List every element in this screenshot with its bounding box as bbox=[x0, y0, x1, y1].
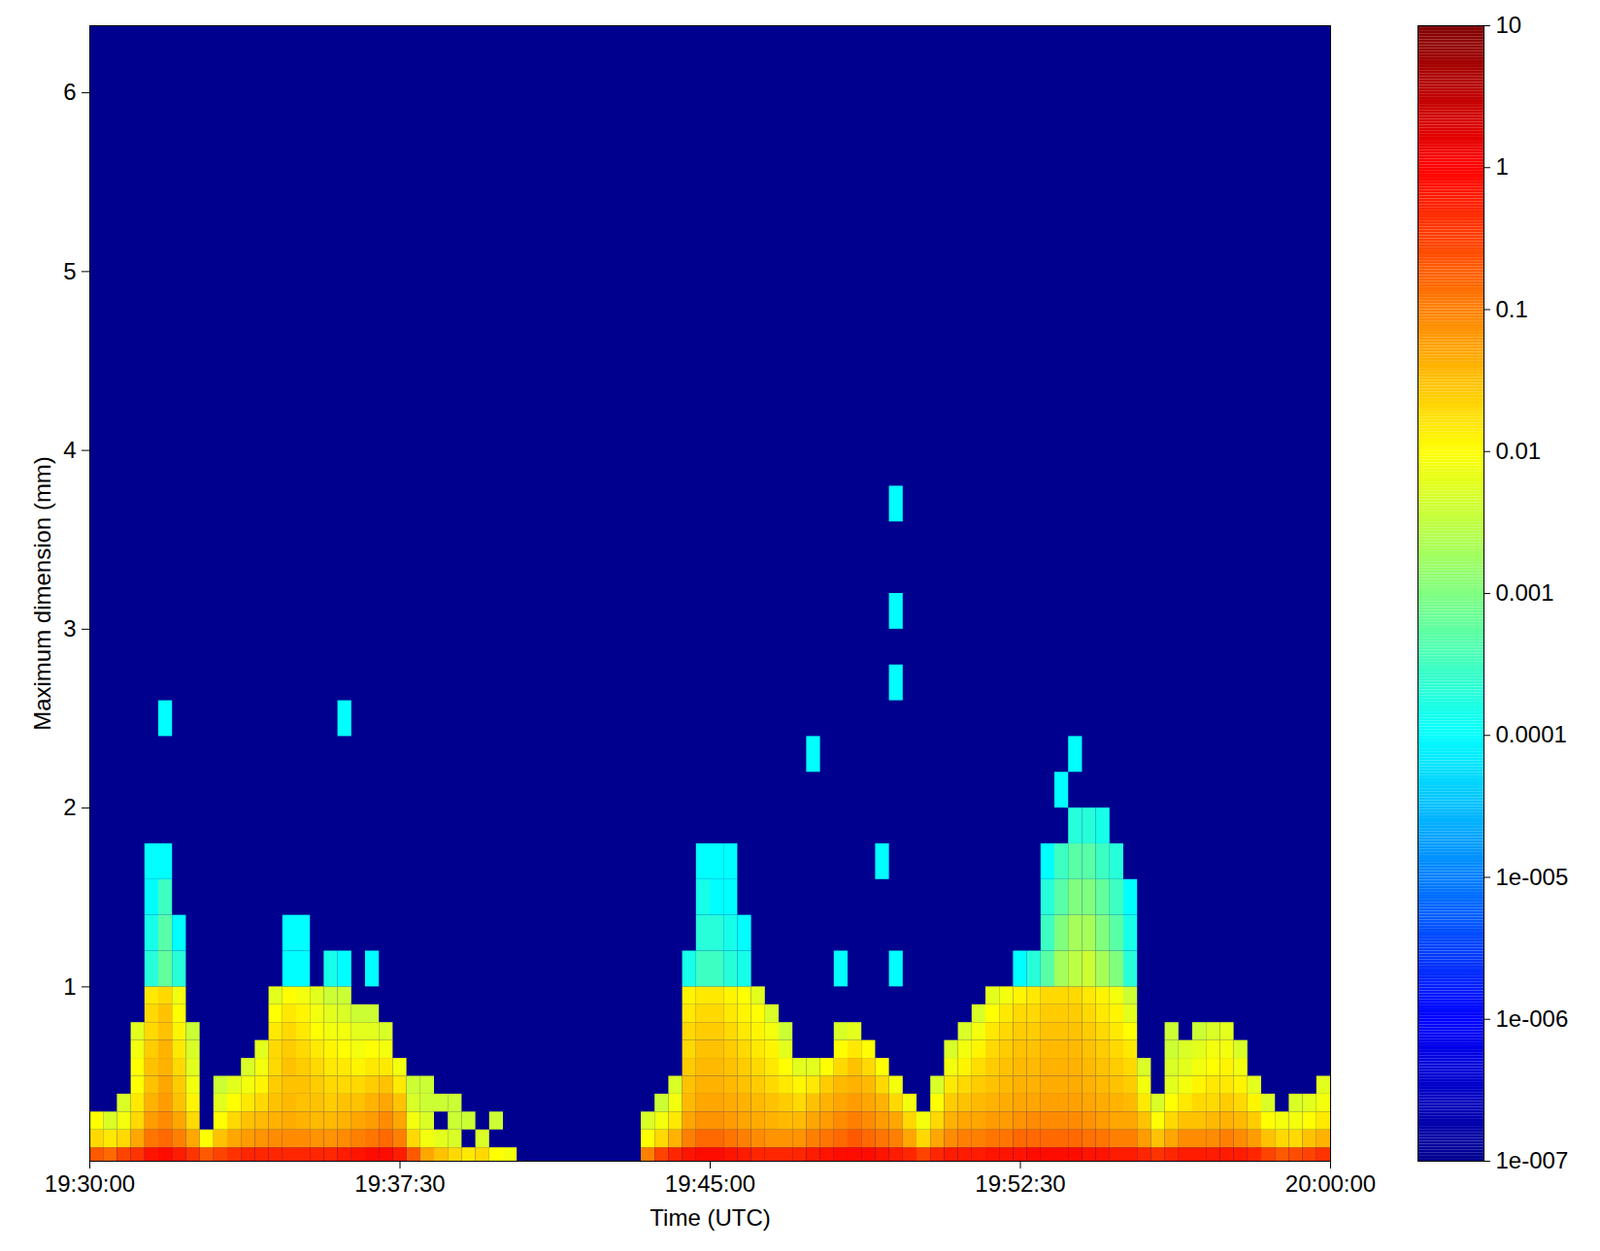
svg-text:1: 1 bbox=[1496, 153, 1509, 180]
svg-text:19:30:00: 19:30:00 bbox=[44, 1170, 135, 1198]
svg-text:20:00:00: 20:00:00 bbox=[1285, 1170, 1376, 1198]
svg-text:1e-005: 1e-005 bbox=[1496, 864, 1569, 891]
svg-text:1e-007: 1e-007 bbox=[1496, 1147, 1569, 1174]
svg-text:1e-006: 1e-006 bbox=[1496, 1005, 1569, 1033]
svg-text:0.01: 0.01 bbox=[1496, 437, 1542, 465]
svg-text:1: 1 bbox=[63, 973, 76, 1000]
svg-text:Maximum dimension (mm): Maximum dimension (mm) bbox=[29, 456, 56, 732]
svg-text:3: 3 bbox=[63, 615, 76, 642]
svg-text:19:45:00: 19:45:00 bbox=[665, 1170, 756, 1198]
svg-text:0.0001: 0.0001 bbox=[1496, 721, 1567, 748]
svg-text:6: 6 bbox=[63, 78, 76, 105]
svg-text:19:52:30: 19:52:30 bbox=[974, 1170, 1066, 1198]
svg-text:2: 2 bbox=[63, 794, 76, 821]
svg-text:10: 10 bbox=[1496, 11, 1523, 38]
svg-text:5: 5 bbox=[63, 258, 76, 285]
svg-text:Time (UTC): Time (UTC) bbox=[649, 1204, 770, 1232]
svg-text:0.001: 0.001 bbox=[1496, 579, 1555, 606]
svg-text:19:37:30: 19:37:30 bbox=[354, 1170, 445, 1198]
svg-text:4: 4 bbox=[63, 436, 76, 464]
svg-text:0.1: 0.1 bbox=[1496, 296, 1529, 323]
